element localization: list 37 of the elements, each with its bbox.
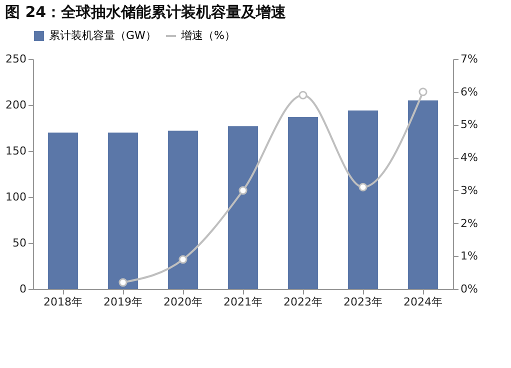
y2-tick-label: 5% — [460, 118, 478, 132]
y2-tick-label: 7% — [460, 52, 478, 66]
y2-tick-label: 3% — [460, 184, 478, 197]
y2-tick-label: 0% — [460, 282, 478, 296]
x-tick-label: 2024年 — [404, 296, 442, 308]
point — [298, 90, 308, 100]
point — [418, 88, 428, 96]
x-tick-label: 2020年 — [164, 296, 202, 308]
point — [238, 186, 248, 195]
point — [178, 255, 188, 264]
bar — [348, 110, 378, 289]
bar — [168, 130, 198, 289]
x-tick-label: 2022年 — [284, 296, 322, 308]
bar — [48, 132, 78, 289]
x-tick-label: 2019年 — [104, 296, 142, 308]
x-tick-label: 2021年 — [224, 296, 262, 308]
y-tick-label: 50 — [12, 236, 26, 250]
y-tick-label: 100 — [6, 190, 26, 204]
point — [118, 278, 128, 287]
x-tick-label: 2023年 — [344, 296, 382, 308]
y2-tick-label: 4% — [460, 151, 478, 164]
bar — [108, 132, 138, 289]
bar — [408, 100, 438, 289]
bar — [228, 126, 258, 289]
y-tick-label: 150 — [6, 144, 26, 158]
y2-tick-label: 2% — [460, 216, 478, 230]
y-tick-label: 0 — [20, 282, 26, 296]
y-tick-label: 200 — [6, 98, 26, 112]
point — [358, 182, 368, 192]
legend-label: 累计装机容量（GW） — [49, 29, 156, 42]
chart-title: 图 24：全球抽水储能累计装机容量及增速 — [5, 3, 288, 21]
legend-label: 增速（%） — [180, 29, 236, 42]
y-tick-label: 250 — [6, 52, 26, 66]
bar — [288, 116, 318, 289]
y2-tick-label: 1% — [460, 250, 478, 263]
y2-tick-label: 6% — [460, 85, 478, 98]
x-tick-label: 2018年 — [44, 296, 82, 308]
